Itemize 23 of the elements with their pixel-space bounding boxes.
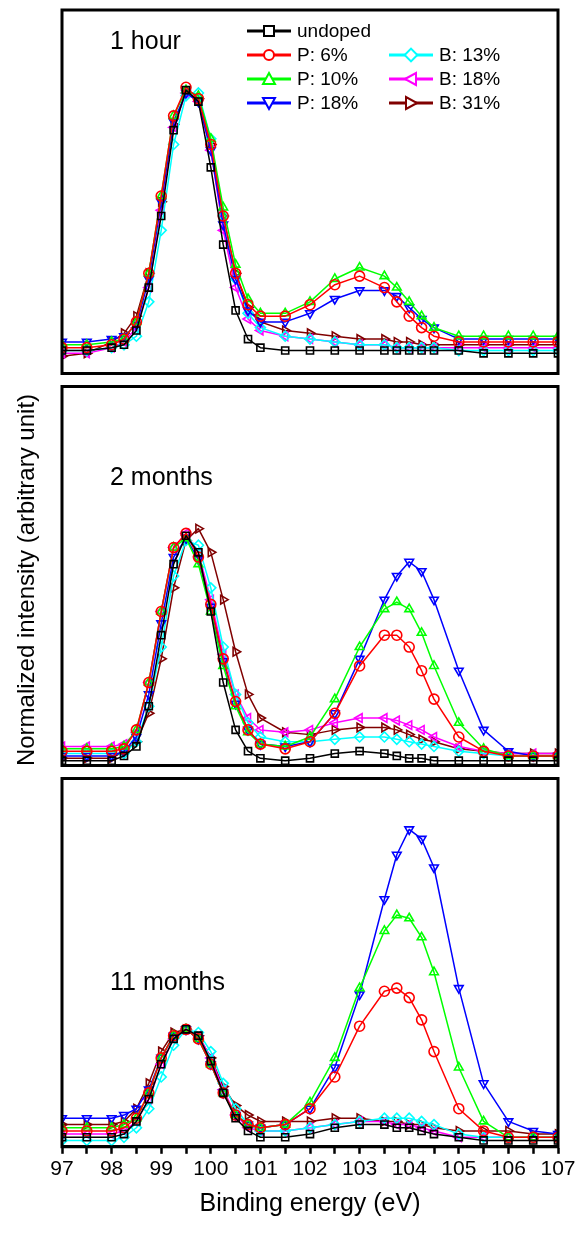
legend-label: B: 13% bbox=[438, 44, 501, 66]
legend-label: B: 18% bbox=[438, 68, 501, 90]
legend-label: undoped bbox=[297, 20, 371, 42]
chart-title: 1 hour bbox=[110, 26, 181, 55]
legend-label: B: 31% bbox=[438, 92, 501, 114]
x-tick-label: 103 bbox=[342, 1156, 378, 1180]
x-tick-label: 107 bbox=[540, 1156, 576, 1180]
legend-label: P: 6% bbox=[297, 44, 348, 66]
x-tick-label: 102 bbox=[292, 1156, 328, 1180]
legend-label: P: 10% bbox=[297, 68, 359, 90]
x-tick-label: 106 bbox=[490, 1156, 526, 1180]
chart-title: 2 months bbox=[110, 462, 213, 491]
legend-label: P: 18% bbox=[297, 92, 359, 114]
x-axis-title: Binding energy (eV) bbox=[199, 1187, 421, 1216]
y-axis-title: Normalized intensity (arbitrary unit) bbox=[12, 393, 40, 767]
x-tick-label: 99 bbox=[149, 1156, 173, 1180]
x-tick-label: 100 bbox=[193, 1156, 229, 1180]
x-tick-label: 104 bbox=[391, 1156, 428, 1180]
x-tick-label: 101 bbox=[242, 1156, 278, 1180]
x-tick-label: 98 bbox=[99, 1156, 124, 1180]
x-tick-label: 97 bbox=[50, 1156, 74, 1180]
text: 11 months bbox=[110, 967, 225, 996]
x-tick-label: 105 bbox=[441, 1156, 477, 1180]
